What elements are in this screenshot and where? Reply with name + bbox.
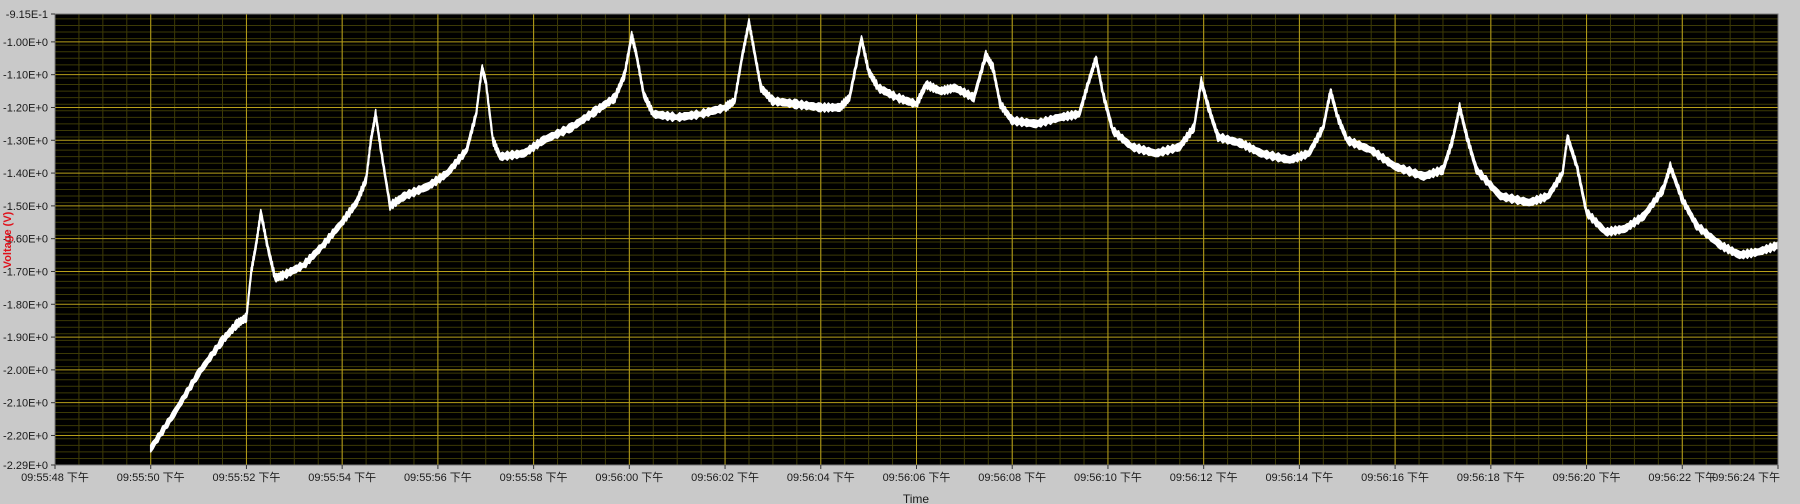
y-tick-label: -1.00E+0 xyxy=(3,37,48,49)
x-tick-label: 09:56:08 下午 xyxy=(978,471,1046,484)
y-tick-label: -2.10E+0 xyxy=(3,398,48,410)
y-tick-label: -1.50E+0 xyxy=(3,201,48,213)
x-tick-label: 09:56:22 下午 xyxy=(1648,471,1716,484)
x-tick-label: 09:56:20 下午 xyxy=(1553,471,1621,484)
x-axis: 09:55:48 下午 09:55:50 下午 09:55:52 下午 09:55:5… xyxy=(21,465,1780,484)
y-tick-label: -1.80E+0 xyxy=(3,299,48,311)
x-axis-label: Time xyxy=(903,492,930,504)
x-tick-label: 09:55:58 下午 xyxy=(500,471,568,484)
y-tick-label: -1.90E+0 xyxy=(3,332,48,344)
x-tick-label: 09:55:54 下午 xyxy=(308,471,376,484)
x-tick-label: 09:55:52 下午 xyxy=(213,471,281,484)
y-tick-label: -1.40E+0 xyxy=(3,168,48,180)
x-tick-label: 09:56:16 下午 xyxy=(1361,471,1429,484)
y-tick-label: -2.00E+0 xyxy=(3,365,48,377)
x-tick-label: 09:56:14 下午 xyxy=(1265,471,1333,484)
y-axis-label: Voltage (V) xyxy=(2,211,14,268)
x-tick-label: 09:56:00 下午 xyxy=(595,471,663,484)
y-tick-label: -9.15E-1 xyxy=(6,9,48,21)
x-tick-label: 09:56:18 下午 xyxy=(1457,471,1525,484)
x-tick-label: 09:56:06 下午 xyxy=(883,471,951,484)
y-tick-label: -1.20E+0 xyxy=(3,102,48,114)
major-grid xyxy=(54,13,1779,466)
y-tick-label: -1.30E+0 xyxy=(3,135,48,147)
x-tick-label: 09:55:48 下午 xyxy=(21,471,89,484)
x-tick-label: 09:56:04 下午 xyxy=(787,471,855,484)
y-axis: -9.15E-1 -1.00E+0 -1.10E+0 -1.20E+0 -1.30E+0… xyxy=(3,9,55,472)
x-tick-label: 09:55:56 下午 xyxy=(404,471,472,484)
y-tick-label: -2.20E+0 xyxy=(3,430,48,442)
x-tick-label: 09:56:24 下午 xyxy=(1712,471,1780,484)
x-tick-label: 09:56:02 下午 xyxy=(691,471,759,484)
y-tick-label: -2.29E+0 xyxy=(3,460,48,472)
y-tick-label: -1.10E+0 xyxy=(3,70,48,82)
x-tick-label: 09:55:50 下午 xyxy=(117,471,185,484)
x-tick-label: 09:56:12 下午 xyxy=(1170,471,1238,484)
x-tick-label: 09:56:10 下午 xyxy=(1074,471,1142,484)
y-tick-label: -1.60E+0 xyxy=(3,234,48,246)
y-tick-label: -1.70E+0 xyxy=(3,266,48,278)
